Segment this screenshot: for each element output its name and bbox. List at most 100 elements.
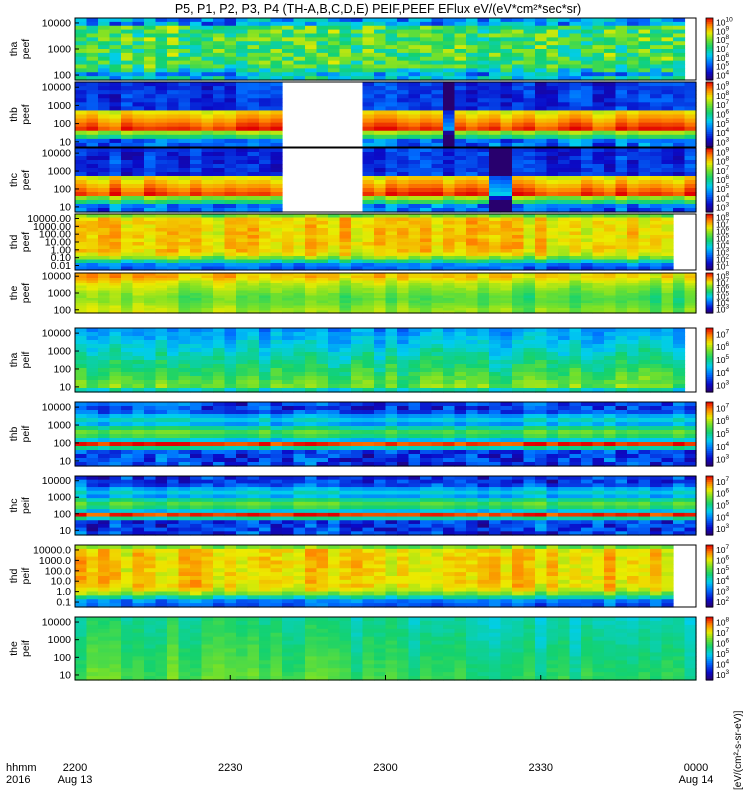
heatmap-cell (374, 138, 387, 144)
heatmap-cell (523, 384, 536, 389)
heatmap-cell (224, 168, 237, 173)
heatmap-cell (431, 142, 444, 148)
heatmap-cell (351, 273, 364, 277)
heatmap-cell (627, 64, 640, 69)
heatmap-cell (546, 235, 559, 240)
heatmap-cell (443, 118, 456, 124)
heatmap-cell (167, 76, 180, 81)
heatmap-cell (132, 118, 145, 124)
heatmap-cell (75, 49, 88, 54)
heatmap-cell (213, 56, 226, 62)
heatmap-cell (121, 300, 134, 304)
heatmap-cell (213, 126, 226, 132)
heatmap-cell (627, 41, 640, 46)
heatmap-cell (144, 259, 157, 264)
heatmap-cell (638, 160, 651, 165)
heatmap-cell (75, 295, 88, 299)
heatmap-cell (661, 235, 674, 240)
heatmap-cell (408, 138, 421, 144)
heatmap-cell (673, 278, 686, 282)
colorbar-swatch (706, 162, 713, 166)
heatmap-cell (489, 364, 502, 369)
heatmap-cell (558, 372, 571, 377)
heatmap-cell (282, 283, 295, 287)
heatmap-cell (558, 49, 571, 54)
heatmap-cell (328, 275, 341, 279)
heatmap-cell (98, 18, 111, 23)
heatmap-cell (167, 344, 180, 349)
heatmap-cell (270, 122, 283, 128)
heatmap-cell (408, 372, 421, 377)
heatmap-cell (592, 300, 605, 304)
heatmap-cell (109, 273, 122, 277)
heatmap-cell (178, 340, 191, 345)
heatmap-cell (523, 204, 536, 209)
heatmap-cell (144, 126, 157, 132)
heatmap-cell (213, 142, 226, 148)
heatmap-cell (604, 37, 617, 42)
heatmap-cell (362, 122, 375, 128)
heatmap-cell (155, 372, 168, 377)
heatmap-cell (75, 344, 88, 349)
heatmap-cell (535, 368, 548, 373)
heatmap-cell (282, 332, 295, 337)
heatmap-cell (397, 37, 410, 42)
heatmap-cell (397, 352, 410, 357)
heatmap-cell (167, 68, 180, 73)
heatmap-cell (328, 280, 341, 284)
heatmap-cell (109, 376, 122, 381)
heatmap-cell (75, 82, 88, 87)
heatmap-cell (328, 49, 341, 54)
heatmap-cell (201, 172, 214, 177)
heatmap-cell (661, 160, 674, 165)
colorbar-swatch (706, 95, 713, 98)
heatmap-cell (454, 98, 467, 103)
heatmap-cell (236, 308, 249, 312)
heatmap-cell (86, 238, 99, 243)
heatmap-cell (489, 384, 502, 389)
heatmap-cell (558, 360, 571, 365)
heatmap-cell (362, 208, 375, 213)
heatmap-cell (270, 328, 283, 333)
heatmap-cell (500, 29, 513, 35)
heatmap-cell (339, 344, 352, 349)
heatmap-cell (75, 285, 88, 289)
heatmap-cell (420, 376, 433, 381)
heatmap-cell (489, 192, 502, 197)
heatmap-cell (466, 196, 479, 201)
heatmap-cell (650, 196, 663, 201)
heatmap-cell (190, 238, 203, 243)
heatmap-cell (684, 122, 697, 128)
heatmap-cell (155, 164, 168, 169)
heatmap-cell (144, 360, 157, 365)
heatmap-cell (477, 94, 490, 99)
heatmap-cell (213, 90, 226, 95)
heatmap-cell (247, 360, 260, 365)
heatmap-cell (431, 118, 444, 124)
heatmap-cell (627, 221, 640, 226)
heatmap-cell (454, 290, 467, 294)
heatmap-cell (259, 148, 272, 153)
heatmap-cell (316, 300, 329, 304)
heatmap-cell (190, 372, 203, 377)
heatmap-cell (132, 90, 145, 95)
heatmap-cell (167, 259, 180, 264)
heatmap-cell (121, 172, 134, 177)
heatmap-cell (684, 156, 697, 161)
heatmap-cell (121, 160, 134, 165)
heatmap-cell (305, 56, 318, 62)
heatmap-cell (443, 280, 456, 284)
heatmap-cell (374, 76, 387, 81)
heatmap-cell (592, 238, 605, 243)
heatmap-cell (339, 283, 352, 287)
heatmap-cell (512, 208, 525, 213)
heatmap-cell (351, 238, 364, 243)
y-tick-label: 10000 (42, 82, 71, 94)
heatmap-cell (477, 278, 490, 282)
heatmap-cell (213, 293, 226, 297)
heatmap-cell (431, 122, 444, 128)
heatmap-cell (443, 368, 456, 373)
heatmap-cell (489, 275, 502, 279)
heatmap-cell (75, 29, 88, 35)
heatmap-cell (167, 72, 180, 77)
